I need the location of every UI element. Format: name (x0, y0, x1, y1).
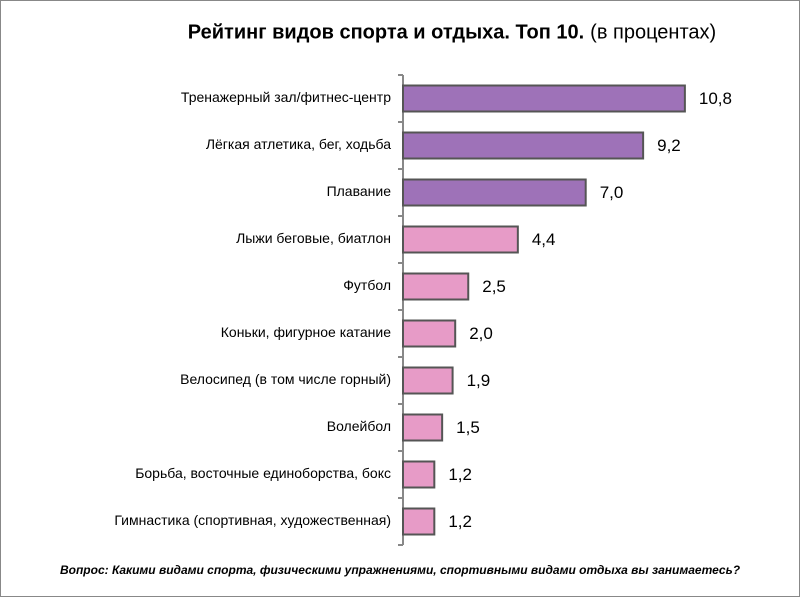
category-label: Лыжи беговые, биатлон (236, 230, 391, 246)
category-label: Волейбол (327, 418, 391, 434)
value-label: 1,9 (467, 371, 491, 390)
bar (402, 507, 436, 536)
category-label: Футбол (343, 277, 391, 293)
value-label: 9,2 (657, 136, 681, 155)
value-label: 1,2 (448, 465, 472, 484)
category-label: Плавание (327, 183, 392, 199)
bar (402, 272, 470, 301)
value-label: 2,0 (469, 324, 493, 343)
category-label: Гимнастика (спортивная, художественная) (114, 512, 391, 528)
bar (402, 84, 686, 113)
value-label: 7,0 (600, 183, 624, 202)
bar (402, 319, 457, 348)
bar (402, 366, 454, 395)
value-label: 1,2 (448, 512, 472, 531)
category-label: Лёгкая атлетика, бег, ходьба (206, 136, 391, 152)
value-label: 4,4 (532, 230, 556, 249)
value-label: 2,5 (482, 277, 506, 296)
question-note: Вопрос: Какими видами спорта, физическим… (60, 563, 741, 577)
bar (402, 131, 645, 160)
category-label: Борьба, восточные единоборства, бокс (135, 465, 391, 481)
bar (402, 178, 587, 207)
bar (402, 413, 444, 442)
category-label: Коньки, фигурное катание (221, 324, 391, 340)
bar (402, 460, 436, 489)
category-label: Велосипед (в том числе горный) (180, 371, 391, 387)
value-label: 10,8 (699, 89, 732, 108)
category-label: Тренажерный зал/фитнес-центр (181, 89, 391, 105)
bar (402, 225, 519, 254)
chart-subtitle: (в процентах) (590, 21, 716, 43)
chart-title: Рейтинг видов спорта и отдыха. Топ 10. (188, 21, 584, 43)
value-label: 1,5 (456, 418, 480, 437)
